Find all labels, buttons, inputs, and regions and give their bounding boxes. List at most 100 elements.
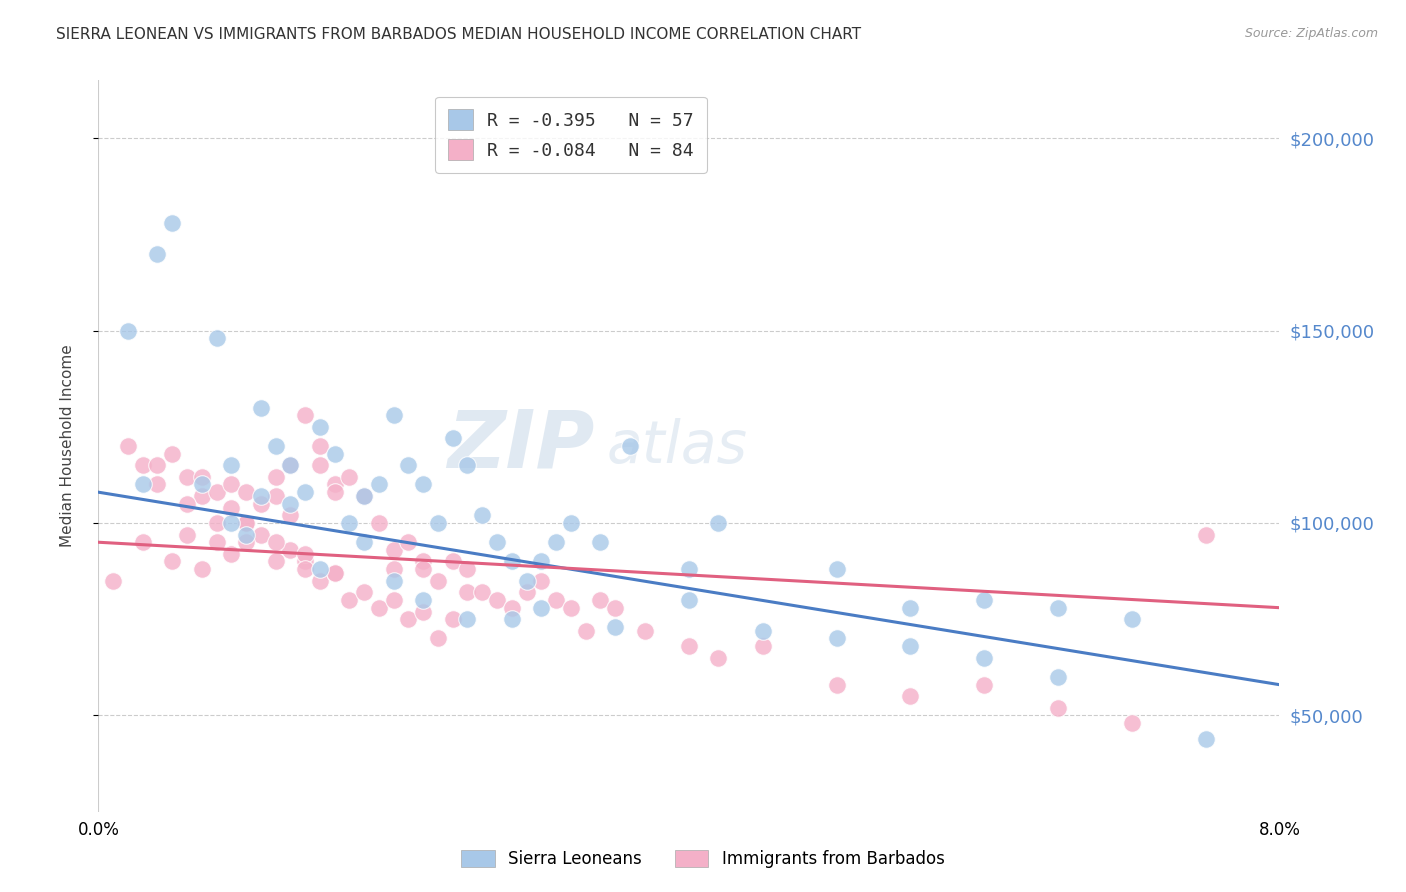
Point (339, 516, 361, 530)
Point (176, 497, 198, 511)
Point (589, 535, 612, 549)
Point (162, 447, 183, 461)
Point (678, 593, 700, 607)
Point (900, 639, 922, 653)
Point (132, 477, 155, 491)
Point (191, 489, 214, 503)
Point (516, 574, 538, 588)
Point (486, 535, 509, 549)
Point (221, 516, 243, 530)
Point (1046, 700, 1070, 714)
Text: SIERRA LEONEAN VS IMMIGRANTS FROM BARBADOS MEDIAN HOUSEHOLD INCOME CORRELATION C: SIERRA LEONEAN VS IMMIGRANTS FROM BARBAD… (56, 27, 862, 42)
Point (900, 690, 922, 704)
Point (323, 447, 346, 461)
Point (530, 554, 553, 568)
Point (973, 678, 995, 692)
Point (427, 574, 450, 588)
Point (1046, 600, 1070, 615)
Point (132, 535, 155, 549)
Point (205, 535, 228, 549)
Point (427, 516, 450, 530)
Point (205, 331, 228, 345)
Point (146, 477, 169, 491)
Point (235, 516, 257, 530)
Point (382, 562, 405, 576)
Point (368, 477, 391, 491)
Point (441, 612, 464, 626)
Point (634, 624, 657, 638)
Point (752, 639, 775, 653)
Point (457, 562, 479, 576)
Point (427, 632, 450, 646)
Point (205, 516, 228, 530)
Point (353, 489, 375, 503)
Point (398, 458, 420, 473)
Point (589, 593, 612, 607)
Point (678, 562, 700, 576)
Text: Source: ZipAtlas.com: Source: ZipAtlas.com (1244, 27, 1378, 40)
Point (368, 600, 391, 615)
Point (309, 439, 332, 453)
Point (264, 535, 287, 549)
Point (707, 650, 730, 665)
Point (382, 593, 405, 607)
Point (353, 535, 375, 549)
Point (146, 458, 169, 473)
Point (560, 516, 582, 530)
Legend: R = -0.395   N = 57, R = -0.084   N = 84: R = -0.395 N = 57, R = -0.084 N = 84 (434, 96, 707, 173)
Point (457, 612, 479, 626)
Point (1121, 716, 1143, 731)
Point (280, 508, 302, 523)
Point (235, 527, 257, 541)
Point (575, 624, 598, 638)
Point (1121, 612, 1143, 626)
Point (294, 554, 316, 568)
Point (382, 408, 405, 422)
Point (250, 401, 273, 415)
Point (235, 516, 257, 530)
Point (221, 500, 243, 515)
Point (323, 485, 346, 500)
Point (294, 408, 316, 422)
Point (117, 439, 139, 453)
Point (162, 216, 183, 230)
Point (412, 477, 434, 491)
Point (530, 574, 553, 588)
Point (412, 554, 434, 568)
Point (382, 574, 405, 588)
Point (501, 554, 523, 568)
Point (221, 547, 243, 561)
Point (117, 324, 139, 338)
Point (280, 458, 302, 473)
Point (560, 600, 582, 615)
Point (191, 477, 214, 491)
Point (309, 458, 332, 473)
Point (146, 246, 169, 260)
Point (546, 535, 568, 549)
Point (294, 547, 316, 561)
Point (280, 543, 302, 558)
Point (162, 554, 183, 568)
Point (1195, 731, 1218, 746)
Y-axis label: Median Household Income: Median Household Income (60, 344, 75, 548)
Point (205, 485, 228, 500)
Point (412, 562, 434, 576)
Point (309, 419, 332, 434)
Point (339, 593, 361, 607)
Point (235, 535, 257, 549)
Point (323, 477, 346, 491)
Point (264, 489, 287, 503)
Point (191, 562, 214, 576)
Point (294, 562, 316, 576)
Point (382, 543, 405, 558)
Point (250, 527, 273, 541)
Point (221, 458, 243, 473)
Point (353, 585, 375, 599)
Point (501, 612, 523, 626)
Point (191, 470, 214, 484)
Point (546, 593, 568, 607)
Point (1046, 670, 1070, 684)
Point (132, 458, 155, 473)
Point (457, 585, 479, 599)
Point (900, 600, 922, 615)
